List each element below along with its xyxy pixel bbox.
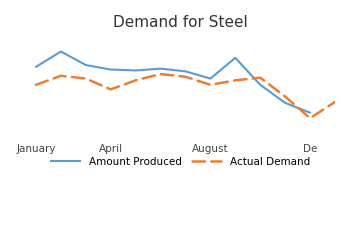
Title: Demand for Steel: Demand for Steel [113, 15, 248, 30]
Legend: Amount Produced, Actual Demand: Amount Produced, Actual Demand [47, 152, 314, 171]
